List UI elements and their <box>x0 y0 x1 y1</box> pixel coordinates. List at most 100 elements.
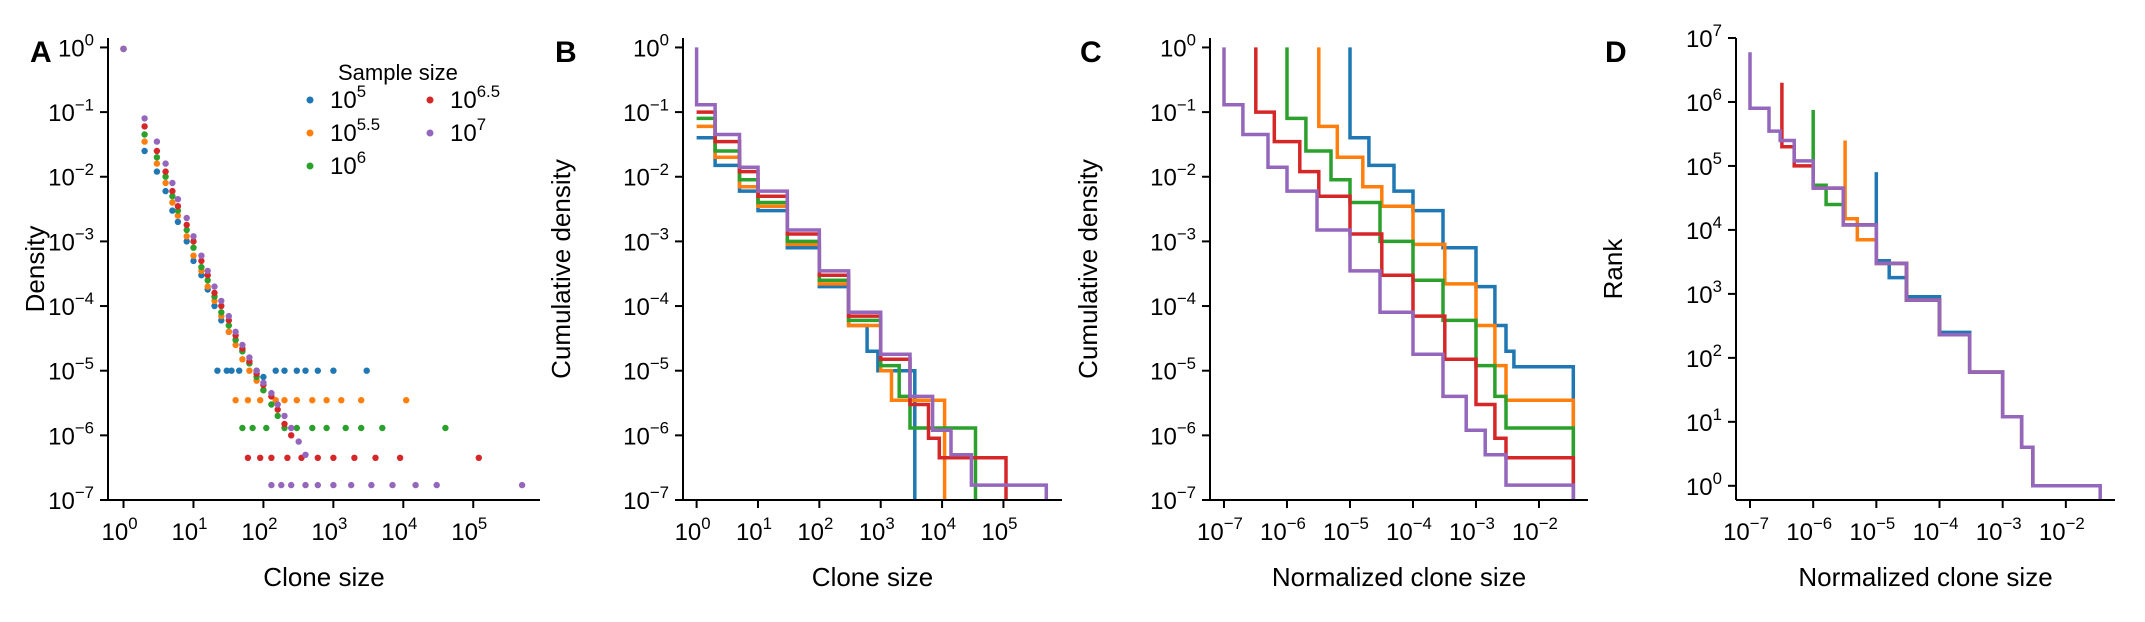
x-tick-label: 105 <box>451 514 487 546</box>
data-point <box>363 367 370 374</box>
x-tick-label: 10−5 <box>1849 514 1895 546</box>
x-axis-label: Normalized clone size <box>1272 562 1526 592</box>
series-line-3 <box>696 110 1008 500</box>
legend-marker <box>426 96 434 104</box>
x-axis-label: Normalized clone size <box>1798 562 2052 592</box>
data-point <box>169 179 176 187</box>
data-point <box>153 154 161 161</box>
data-point <box>288 424 295 432</box>
legend-entry: 105 <box>306 82 366 114</box>
x-tick-label: 10−7 <box>1197 514 1243 546</box>
data-point <box>330 367 337 374</box>
y-tick-label: 10−2 <box>623 160 669 192</box>
x-tick-label: 102 <box>797 514 833 546</box>
y-tick-label: 100 <box>633 31 669 63</box>
y-tick-label: 10−3 <box>623 225 669 257</box>
data-point <box>236 367 243 374</box>
legend-label: 107 <box>450 115 486 147</box>
data-point <box>257 454 264 461</box>
y-tick-label: 10−4 <box>623 289 669 321</box>
data-point <box>372 454 379 461</box>
data-point <box>433 481 440 489</box>
data-point <box>272 367 279 374</box>
y-tick-label: 10−7 <box>48 483 94 515</box>
data-point <box>169 207 176 214</box>
legend-marker <box>426 129 434 137</box>
data-point <box>281 397 288 404</box>
series-4 <box>120 45 526 489</box>
y-tick-label: 106 <box>1686 85 1722 117</box>
data-point <box>232 336 239 344</box>
data-point <box>162 168 169 175</box>
data-point <box>214 367 221 374</box>
series-line-1 <box>1317 47 1576 500</box>
plot-area <box>120 45 526 489</box>
data-point <box>302 367 309 374</box>
y-tick-label: 104 <box>1686 213 1722 245</box>
legend-marker <box>306 129 314 137</box>
data-point <box>368 481 375 489</box>
y-tick-label: 100 <box>1686 469 1722 501</box>
data-point <box>190 252 197 259</box>
data-point <box>239 341 246 349</box>
y-tick-label: 10−7 <box>1150 483 1196 515</box>
data-point <box>518 481 526 489</box>
data-point <box>183 233 190 240</box>
data-point <box>302 481 309 489</box>
y-axis-label: Rank <box>1598 238 1628 300</box>
data-point <box>358 397 365 404</box>
data-point <box>244 454 252 461</box>
data-point <box>260 379 267 386</box>
legend-label: 106.5 <box>450 82 500 114</box>
data-point <box>351 454 358 461</box>
data-point <box>190 257 197 265</box>
y-tick-label: 10−1 <box>48 95 94 127</box>
data-point <box>288 481 295 489</box>
data-point <box>218 309 225 316</box>
x-tick-label: 10−2 <box>1512 514 1558 546</box>
x-axis-label: Clone size <box>263 562 384 592</box>
data-point <box>223 367 230 374</box>
data-point <box>358 424 365 432</box>
data-point <box>330 454 337 461</box>
data-point <box>323 424 330 432</box>
y-tick-label: 10−6 <box>1150 419 1196 451</box>
panel-b: B 100 101 102 103 104 105 100 10−1 10−2 10−3 10−4 1… <box>546 31 1062 592</box>
data-point <box>442 424 449 432</box>
y-tick-label: 101 <box>1686 405 1722 437</box>
data-point <box>295 438 302 445</box>
y-tick-label: 10−2 <box>48 160 94 192</box>
data-point <box>330 481 337 489</box>
series-3 <box>120 45 482 461</box>
legend-entry: 106.5 <box>426 82 500 114</box>
data-point <box>169 187 176 195</box>
legend-marker <box>306 96 314 104</box>
data-point <box>278 481 285 489</box>
data-point <box>225 322 232 329</box>
legend-entry: 105.5 <box>306 115 380 147</box>
data-point <box>141 123 148 130</box>
data-point <box>183 221 190 229</box>
data-point <box>348 481 355 489</box>
y-tick-label: 10−1 <box>623 95 669 127</box>
data-point <box>232 341 239 349</box>
legend-marker <box>306 162 314 170</box>
series-line-0 <box>1874 172 2035 486</box>
data-point <box>169 193 176 200</box>
plot-area <box>694 47 1049 500</box>
data-point <box>246 367 253 374</box>
data-point <box>183 226 190 234</box>
data-point <box>198 263 205 271</box>
data-point <box>274 406 281 413</box>
data-point <box>284 454 291 461</box>
y-tick-label: 10−3 <box>48 225 94 257</box>
data-point <box>162 179 169 187</box>
data-point <box>162 187 169 195</box>
data-point <box>141 131 148 138</box>
data-point <box>268 481 275 489</box>
panel-a-letter: A <box>30 36 52 69</box>
data-point <box>302 451 309 458</box>
data-point <box>183 214 190 222</box>
data-point <box>211 289 218 297</box>
